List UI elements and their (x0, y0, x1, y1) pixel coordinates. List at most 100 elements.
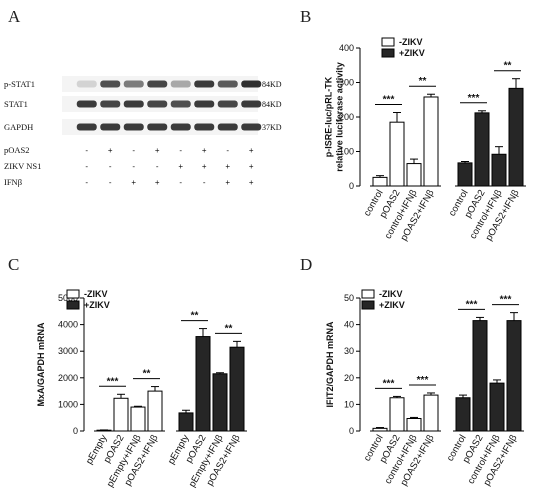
condition-sign: - (203, 178, 206, 187)
bar-minus-zikv (423, 96, 439, 187)
panel-label-d: D (300, 255, 312, 274)
significance-label: *** (500, 295, 512, 306)
y-axis-label: IFIT2/GAPDH mRNA (325, 321, 335, 408)
significance-label: ** (504, 61, 512, 72)
y-tick-label: 40 (344, 320, 354, 330)
blot-row-label: p-STAT1 (4, 79, 35, 89)
bar-minus-zikv (389, 121, 405, 187)
blot-band (170, 100, 191, 108)
significance-label: *** (107, 376, 119, 387)
legend-label-plus: +ZIKV (379, 300, 405, 310)
legend-label-minus: -ZIKV (399, 37, 423, 47)
y-tick-label: 200 (339, 112, 354, 122)
condition-sign: + (178, 162, 183, 171)
significance-label: *** (383, 95, 395, 106)
significance-label: *** (466, 299, 478, 310)
y-tick-label: 300 (339, 78, 354, 88)
significance-label: *** (468, 93, 480, 104)
bar-plus-zikv (455, 397, 471, 432)
blot-band (123, 80, 144, 88)
condition-sign: + (225, 162, 230, 171)
condition-sign: - (179, 146, 182, 155)
condition-sign: - (85, 178, 88, 187)
y-tick-label: 0 (349, 181, 354, 191)
chart-c-mxa: 010002000300040005000MxA/GAPDH mRNApEmpt… (36, 289, 247, 489)
condition-sign: - (226, 146, 229, 155)
condition-sign: + (249, 162, 254, 171)
bar-plus-zikv (489, 382, 505, 432)
significance-label: ** (191, 311, 199, 322)
blot-band (170, 123, 191, 131)
blot-row-label: STAT1 (4, 99, 28, 109)
condition-sign: + (202, 162, 207, 171)
legend-swatch-plus (66, 300, 80, 310)
bar-minus-zikv (423, 394, 439, 432)
y-tick-label: 400 (339, 43, 354, 53)
chart-b-luciferase: 0 100 200 300 400 p-ISRE-luc/pRL-TK relative l… (324, 37, 526, 243)
legend-swatch-minus (361, 289, 375, 299)
y-tick-label: 10 (344, 399, 354, 409)
y-axis-label: MxA/GAPDH mRNA (36, 322, 46, 407)
significance-label: ** (143, 369, 151, 380)
blot-band (194, 123, 215, 131)
condition-sign: - (179, 178, 182, 187)
legend-swatch-minus (381, 37, 395, 47)
legend-label-minus: -ZIKV (379, 289, 403, 299)
y-tick-label: 4000 (58, 320, 78, 330)
panel-label-a: A (8, 7, 21, 26)
blot-band (217, 123, 238, 131)
y-tick-label: 30 (344, 346, 354, 356)
blot-band (217, 80, 238, 88)
western-blot-panel: p-STAT1 84KD STAT1 84KD GAPDH 37KD pOAS2 - + - + - +… (4, 76, 282, 187)
legend-label-plus: +ZIKV (399, 48, 425, 58)
bar-plus-zikv (229, 346, 245, 432)
blot-band (123, 123, 144, 131)
bar-minus-zikv (389, 397, 405, 432)
blot-band (76, 123, 97, 131)
y-tick-label: 0 (349, 426, 354, 436)
legend-label-plus: +ZIKV (84, 300, 110, 310)
panel-label-b: B (300, 7, 311, 26)
condition-sign: + (249, 178, 254, 187)
condition-sign: + (155, 146, 160, 155)
bar-plus-zikv (472, 320, 488, 432)
legend-swatch-plus (381, 48, 395, 58)
blot-band (217, 100, 238, 108)
y-tick-label: 100 (339, 147, 354, 157)
condition-sign: + (108, 146, 113, 155)
blot-band (76, 100, 97, 108)
condition-sign: + (202, 146, 207, 155)
blot-kd-label: 37KD (262, 123, 282, 132)
significance-label: ** (419, 76, 427, 87)
condition-sign: - (109, 162, 112, 171)
bar-plus-zikv (178, 412, 194, 432)
y-tick-label: 2000 (58, 373, 78, 383)
blot-band (123, 100, 144, 108)
bar-plus-zikv (506, 320, 522, 432)
condition-sign: + (155, 178, 160, 187)
y-tick-label: 20 (344, 373, 354, 383)
condition-label: IFNβ (4, 177, 22, 187)
blot-band (100, 123, 121, 131)
blot-band (147, 123, 168, 131)
blot-row-label: GAPDH (4, 122, 33, 132)
y-axis-label: relative luciferase activity (335, 62, 345, 172)
condition-sign: - (132, 146, 135, 155)
blot-band (241, 123, 262, 131)
panel-label-c: C (8, 255, 19, 274)
bar-plus-zikv (212, 373, 228, 432)
significance-label: *** (417, 375, 429, 386)
condition-sign: + (225, 178, 230, 187)
y-axis-label: p-ISRE-luc/pRL-TK (324, 76, 334, 157)
y-tick-label: 3000 (58, 346, 78, 356)
bar-plus-zikv (195, 336, 211, 432)
bar-minus-zikv (406, 417, 422, 432)
legend-swatch-plus (361, 300, 375, 310)
bar-plus-zikv (474, 112, 490, 187)
legend-label-minus: -ZIKV (84, 289, 108, 299)
bar-minus-zikv (372, 427, 388, 432)
condition-sign: - (85, 162, 88, 171)
bar-plus-zikv (491, 153, 507, 187)
y-tick-label: 0 (73, 426, 78, 436)
